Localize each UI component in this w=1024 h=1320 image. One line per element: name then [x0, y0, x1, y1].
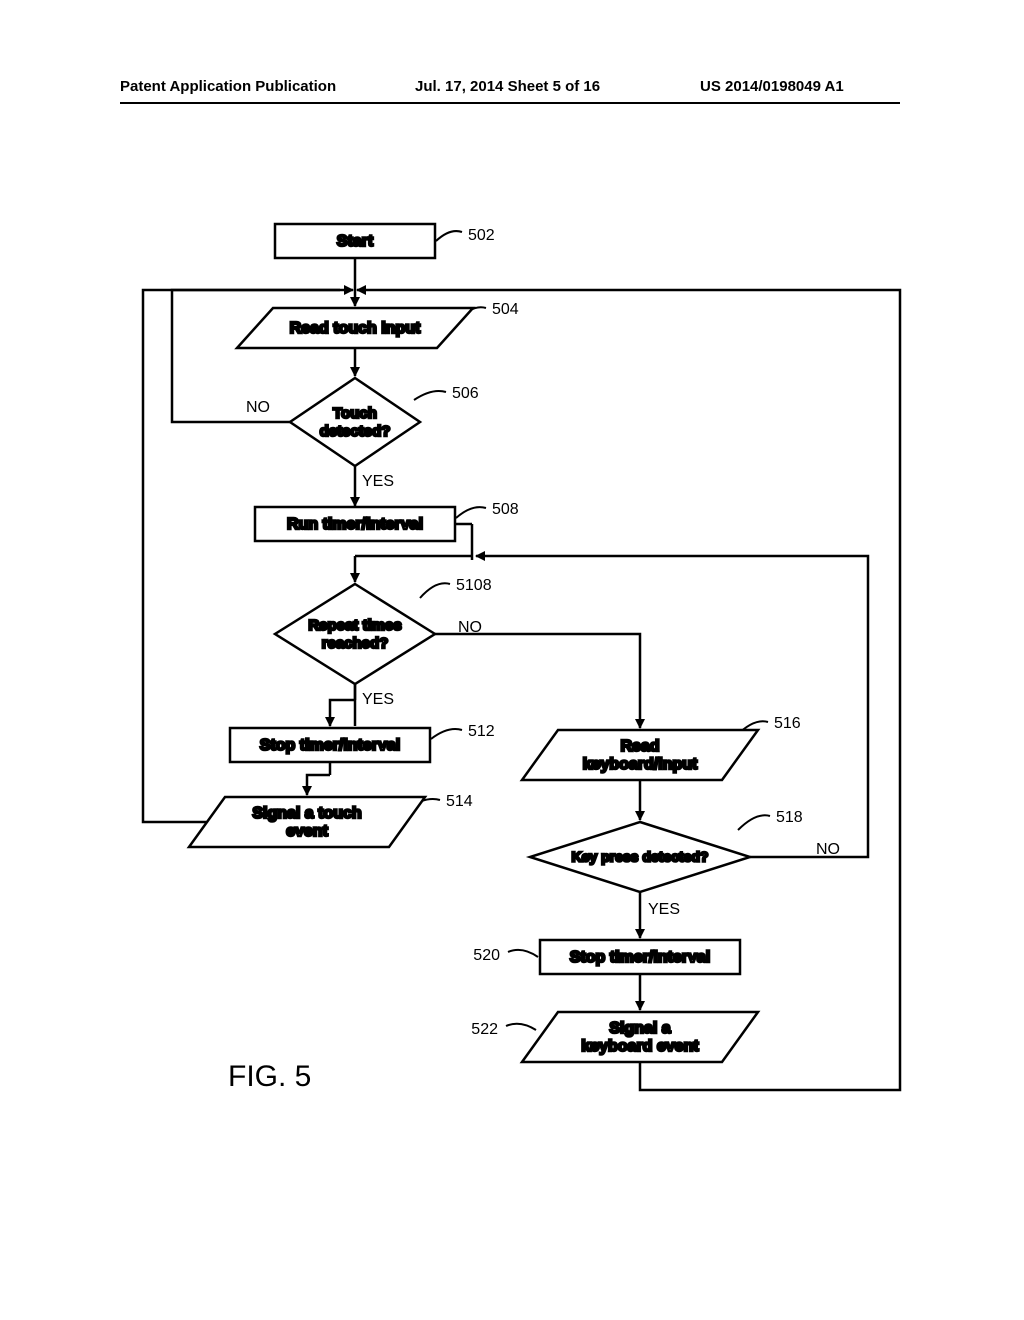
ref-518: 518	[776, 809, 803, 826]
ref-520: 520	[473, 947, 500, 964]
node-run-timer-text: Run timer/interval	[287, 516, 423, 533]
ref-504: 504	[492, 301, 519, 318]
node-signal-touch-t2: event	[286, 823, 328, 840]
node-repeat-t2: reached?	[322, 635, 389, 652]
node-read-touch-text: Read touch input	[290, 320, 421, 337]
node-repeat-t1: Repeat times	[308, 617, 401, 634]
ref-5108: 5108	[456, 577, 492, 594]
label-no-5108: NO	[458, 619, 482, 636]
label-yes-5108: YES	[362, 691, 394, 708]
node-read-kb-t2: keyboard/input	[583, 756, 698, 773]
node-touch-det-t2: detected?	[320, 423, 391, 440]
node-signal-touch-t1: Signal a touch	[252, 805, 361, 822]
ref-506: 506	[452, 385, 479, 402]
ref-512: 512	[468, 723, 495, 740]
ref-502: 502	[468, 227, 495, 244]
node-start-text: Start	[337, 233, 374, 250]
page: Patent Application Publication Jul. 17, …	[0, 0, 1024, 1320]
ref-516: 516	[774, 715, 801, 732]
node-signal-kb-t1: Signal a	[609, 1020, 670, 1037]
flowchart-svg: Start Read touch input Touch detected? R…	[0, 0, 1024, 1320]
ref-508: 508	[492, 501, 519, 518]
node-key-det-text: Key press detected?	[572, 849, 709, 865]
label-yes-518: YES	[648, 901, 680, 918]
label-no-518: NO	[816, 841, 840, 858]
ref-522: 522	[471, 1021, 498, 1038]
label-no-506: NO	[246, 399, 270, 416]
node-signal-kb-t2: keyboard event	[581, 1038, 699, 1055]
label-yes-506: YES	[362, 473, 394, 490]
node-read-kb-t1: Read	[620, 738, 659, 755]
node-stop-timer-right-text: Stop timer/interval	[570, 949, 710, 966]
figure-label: FIG. 5	[228, 1060, 311, 1094]
ref-514: 514	[446, 793, 473, 810]
node-stop-timer-left-text: Stop timer/interval	[260, 737, 400, 754]
node-touch-det-t1: Touch	[333, 405, 377, 422]
